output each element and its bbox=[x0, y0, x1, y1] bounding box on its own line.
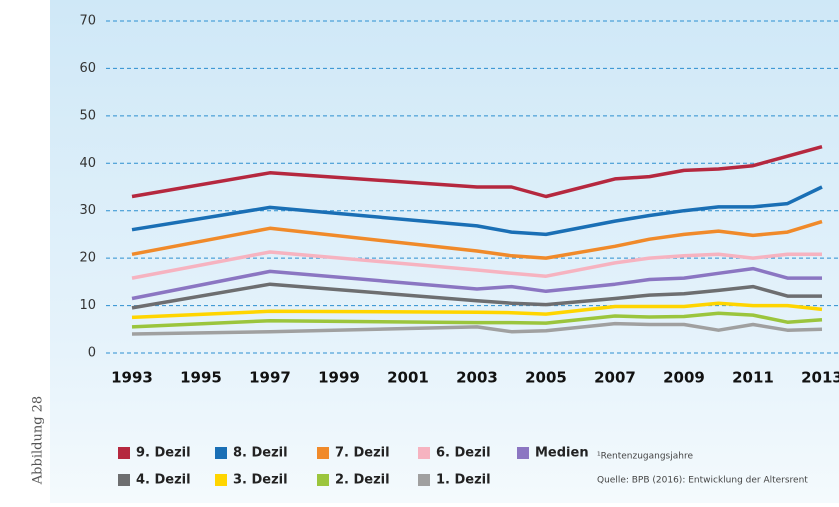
series-line bbox=[131, 250, 822, 280]
x-tick-label: 1999 bbox=[318, 369, 360, 387]
series-line bbox=[131, 311, 823, 329]
x-tick-label: 2003 bbox=[456, 369, 498, 387]
legend-label: Medien bbox=[535, 446, 589, 461]
source: Quelle: BPB (2016): Entwicklung der Alte… bbox=[597, 476, 808, 486]
legend-label: 3. Dezil bbox=[233, 473, 288, 488]
legend-label: 4. Dezil bbox=[136, 473, 191, 488]
series-line bbox=[131, 219, 823, 260]
x-tick-label: 1997 bbox=[249, 369, 291, 387]
series-line bbox=[131, 266, 822, 301]
legend-swatch bbox=[118, 474, 130, 486]
legend-swatch bbox=[418, 447, 430, 459]
series-line bbox=[131, 321, 823, 336]
legend-swatch bbox=[317, 474, 329, 486]
legend-label: 7. Dezil bbox=[335, 446, 390, 461]
legend-swatch bbox=[118, 447, 130, 459]
background bbox=[50, 0, 839, 503]
legend-swatch bbox=[317, 447, 329, 459]
x-tick-label: 2001 bbox=[387, 369, 429, 387]
legend-swatch bbox=[418, 474, 430, 486]
x-tick-label: 2009 bbox=[663, 369, 705, 387]
series-line bbox=[131, 185, 823, 237]
y-tick-label: 70 bbox=[79, 14, 96, 29]
y-tick-label: 50 bbox=[79, 108, 96, 123]
legend-label: 2. Dezil bbox=[335, 473, 390, 488]
series-line bbox=[131, 145, 823, 199]
x-tick-label: 2013 bbox=[801, 369, 839, 387]
legend-swatch bbox=[517, 447, 529, 459]
series-line bbox=[131, 301, 823, 320]
series-line bbox=[131, 282, 822, 310]
y-tick-label: 60 bbox=[79, 61, 96, 76]
y-tick-label: 0 bbox=[88, 346, 96, 361]
legend-swatch bbox=[215, 474, 227, 486]
legend-swatch bbox=[215, 447, 227, 459]
x-tick-label: 2011 bbox=[732, 369, 774, 387]
legend-label: 1. Dezil bbox=[436, 473, 491, 488]
legend-label: 6. Dezil bbox=[436, 446, 491, 461]
legend-label: 9. Dezil bbox=[136, 446, 191, 461]
y-tick-label: 30 bbox=[79, 203, 96, 218]
y-tick-label: 40 bbox=[79, 156, 96, 171]
x-tick-label: 1995 bbox=[180, 369, 222, 387]
x-tick-label: 2005 bbox=[525, 369, 567, 387]
x-tick-label: 2007 bbox=[594, 369, 636, 387]
x-tick-label: 1993 bbox=[111, 369, 153, 387]
y-tick-label: 20 bbox=[79, 251, 96, 266]
legend-label: 8. Dezil bbox=[233, 446, 288, 461]
side-label: Abbildung 28 bbox=[31, 396, 46, 485]
footnote: ¹Rentenzugangsjahre bbox=[597, 452, 693, 462]
y-tick-label: 10 bbox=[79, 298, 96, 313]
